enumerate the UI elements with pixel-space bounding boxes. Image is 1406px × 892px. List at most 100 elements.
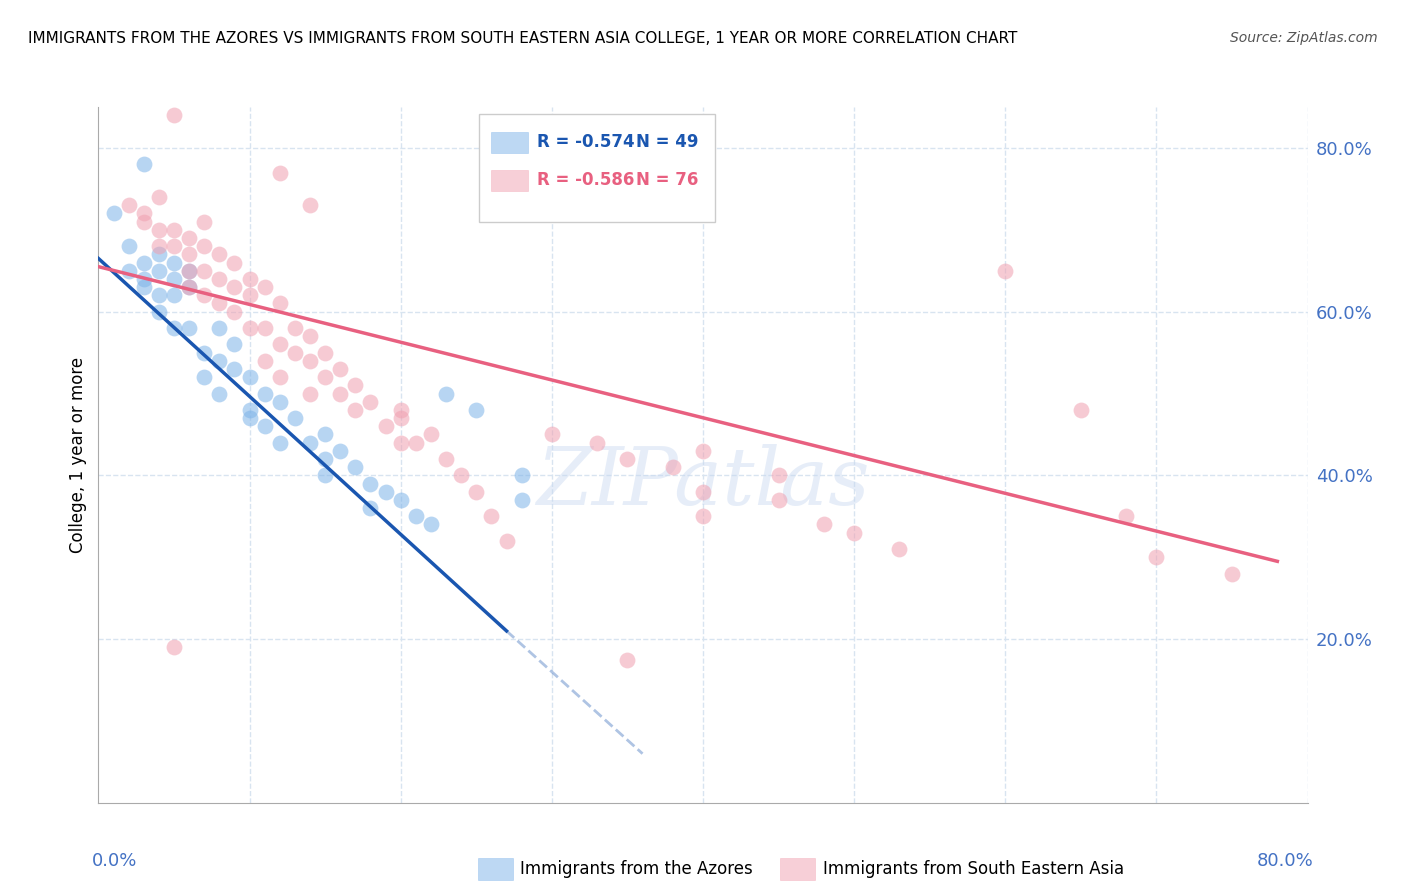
Point xyxy=(1144,550,1167,565)
Point xyxy=(344,460,367,475)
Point xyxy=(208,386,231,401)
Point xyxy=(299,386,322,401)
Point xyxy=(253,321,276,335)
Point xyxy=(662,460,685,475)
Point xyxy=(208,321,231,335)
Text: N = 76: N = 76 xyxy=(637,171,699,189)
Point xyxy=(481,509,503,524)
Point xyxy=(299,353,322,368)
Point xyxy=(193,288,215,302)
Point xyxy=(269,165,291,179)
Point xyxy=(1115,509,1137,524)
Point xyxy=(540,427,562,442)
Point xyxy=(148,288,170,302)
Point xyxy=(253,386,276,401)
Point xyxy=(360,501,382,516)
Point xyxy=(616,452,638,467)
Text: Immigrants from the Azores: Immigrants from the Azores xyxy=(520,860,754,878)
Point xyxy=(224,280,246,294)
Point xyxy=(692,484,714,499)
Point xyxy=(179,280,201,294)
Point xyxy=(329,386,352,401)
Point xyxy=(193,370,215,384)
Point xyxy=(253,419,276,434)
Point xyxy=(224,337,246,351)
Point xyxy=(208,247,231,261)
Point xyxy=(163,223,186,237)
Point xyxy=(389,492,412,507)
Point xyxy=(299,435,322,450)
Point xyxy=(103,206,125,220)
Point xyxy=(389,435,412,450)
Point xyxy=(179,264,201,278)
Text: IMMIGRANTS FROM THE AZORES VS IMMIGRANTS FROM SOUTH EASTERN ASIA COLLEGE, 1 YEAR: IMMIGRANTS FROM THE AZORES VS IMMIGRANTS… xyxy=(28,31,1018,46)
Point xyxy=(314,345,336,359)
Point xyxy=(616,652,638,666)
Point xyxy=(163,640,186,655)
Point xyxy=(163,272,186,286)
Point xyxy=(132,280,155,294)
Point xyxy=(360,394,382,409)
Point xyxy=(495,533,517,548)
Point xyxy=(239,370,262,384)
Point xyxy=(239,403,262,417)
Point xyxy=(224,362,246,376)
Point xyxy=(405,509,427,524)
Point xyxy=(239,321,262,335)
Point xyxy=(844,525,866,540)
Y-axis label: College, 1 year or more: College, 1 year or more xyxy=(69,357,87,553)
Point xyxy=(420,517,443,532)
Point xyxy=(163,255,186,269)
Point xyxy=(284,345,307,359)
Point xyxy=(586,435,609,450)
Point xyxy=(224,304,246,318)
Text: ZIPatlas: ZIPatlas xyxy=(536,444,870,522)
Point xyxy=(179,247,201,261)
Point xyxy=(374,484,396,499)
Point xyxy=(434,452,457,467)
Point xyxy=(132,214,155,228)
Text: Source: ZipAtlas.com: Source: ZipAtlas.com xyxy=(1230,31,1378,45)
Point xyxy=(299,329,322,343)
FancyBboxPatch shape xyxy=(492,170,527,191)
Point xyxy=(132,157,155,171)
Point xyxy=(253,353,276,368)
Point xyxy=(179,231,201,245)
Point xyxy=(118,198,141,212)
Point xyxy=(269,337,291,351)
Point xyxy=(889,542,911,557)
Point xyxy=(193,214,215,228)
Point xyxy=(692,443,714,458)
Point xyxy=(813,517,835,532)
Point xyxy=(269,394,291,409)
Point xyxy=(208,353,231,368)
Text: 0.0%: 0.0% xyxy=(93,852,138,870)
Point xyxy=(193,239,215,253)
Point xyxy=(360,476,382,491)
Point xyxy=(420,427,443,442)
Text: R = -0.574: R = -0.574 xyxy=(537,133,636,151)
Point xyxy=(269,370,291,384)
Point xyxy=(193,345,215,359)
Point xyxy=(179,321,201,335)
Point xyxy=(269,435,291,450)
Point xyxy=(253,280,276,294)
Point xyxy=(314,452,336,467)
Point xyxy=(132,206,155,220)
Point xyxy=(389,411,412,425)
Point xyxy=(768,492,790,507)
Point xyxy=(692,509,714,524)
Point xyxy=(163,288,186,302)
Point xyxy=(344,403,367,417)
Point xyxy=(239,411,262,425)
Point xyxy=(148,239,170,253)
Point xyxy=(768,468,790,483)
Point xyxy=(450,468,472,483)
Point xyxy=(314,468,336,483)
Point xyxy=(1220,566,1243,581)
Point xyxy=(314,370,336,384)
Point xyxy=(148,190,170,204)
Point xyxy=(405,435,427,450)
Point xyxy=(465,484,488,499)
FancyBboxPatch shape xyxy=(479,114,716,222)
